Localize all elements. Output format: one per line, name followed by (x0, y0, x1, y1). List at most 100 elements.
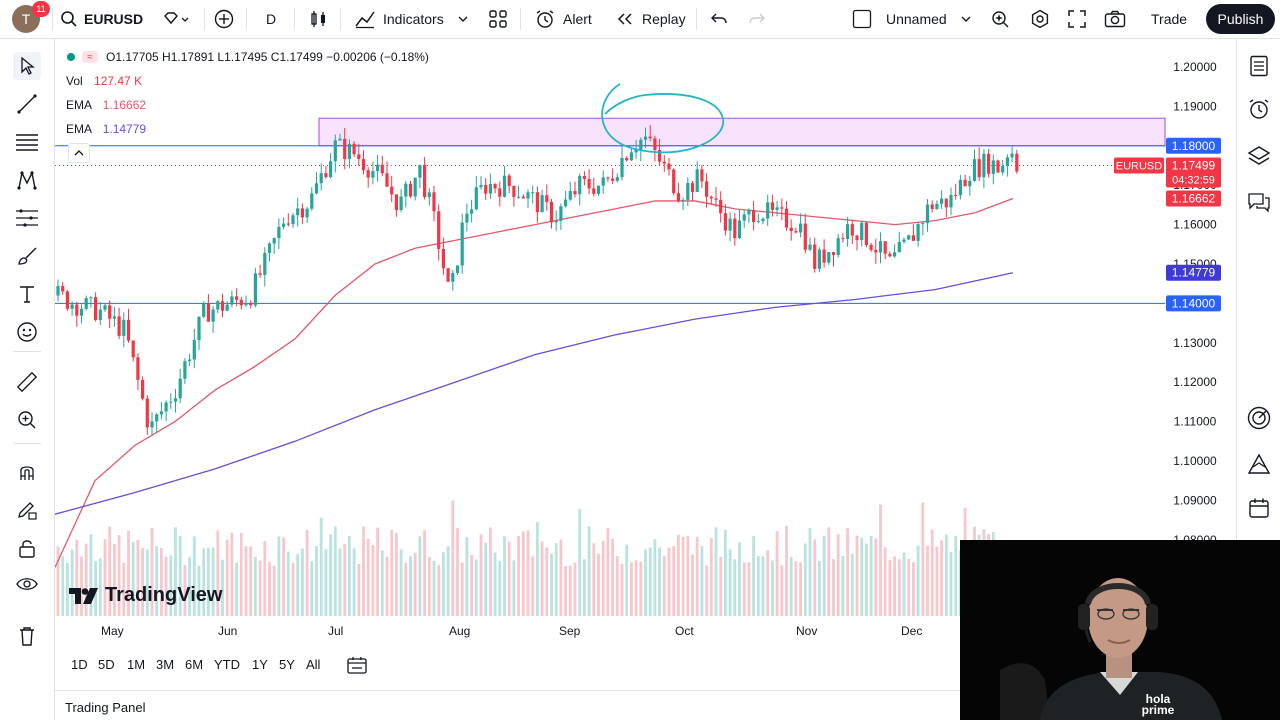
volume-bar-87 (465, 537, 469, 616)
object-tree-button[interactable] (1245, 142, 1273, 170)
remove-drawings-tool[interactable] (13, 622, 41, 650)
pine-button[interactable] (1245, 450, 1273, 478)
volume-bar-172 (865, 543, 868, 616)
replay-button[interactable]: Replay (616, 0, 686, 38)
cursor-tool[interactable] (13, 52, 41, 80)
volume-bar-14 (122, 562, 126, 616)
candle-61 (343, 127, 347, 170)
range-1d[interactable]: 1D (71, 657, 88, 672)
volume-bar-81 (437, 564, 441, 616)
fullscreen-button[interactable] (1068, 0, 1086, 38)
undo-button[interactable] (710, 0, 728, 38)
collapse-legend-button[interactable] (68, 143, 90, 163)
candle-185 (925, 199, 930, 232)
trend-line-tool[interactable] (13, 90, 41, 118)
alerts-button[interactable] (1245, 95, 1273, 123)
goto-date-button[interactable] (347, 656, 367, 679)
volume-bar-108 (564, 565, 567, 616)
ema-slow-legend[interactable]: EMA 1.14779 (66, 122, 146, 136)
snapshot-button[interactable] (1104, 0, 1126, 38)
volume-bar-24 (169, 555, 173, 616)
trade-button[interactable]: Trade (1151, 0, 1187, 38)
indicators-button[interactable]: Indicators (354, 0, 468, 38)
brush-tool[interactable] (13, 242, 41, 270)
chart-type-button[interactable] (310, 0, 328, 38)
volume-legend[interactable]: Vol 127.47 K (66, 74, 142, 88)
ema-fast-line[interactable] (55, 197, 1014, 568)
volume-bar-118 (611, 538, 614, 616)
candle-131 (672, 168, 676, 196)
candle-84 (451, 270, 455, 291)
volume-bar-111 (578, 509, 582, 616)
range-all[interactable]: All (306, 657, 321, 672)
quick-search-button[interactable] (990, 0, 1012, 38)
volume-bar-10 (103, 539, 107, 616)
lock-drawings-tool[interactable] (13, 534, 41, 562)
time-label-nov: Nov (796, 624, 818, 638)
templates-button[interactable] (488, 0, 508, 38)
volume-bar-13 (117, 535, 121, 616)
stay-in-drawing-tool[interactable] (13, 496, 41, 524)
layout-button[interactable]: Unnamed (852, 0, 971, 38)
redo-button[interactable] (748, 0, 766, 38)
candle-32 (206, 294, 210, 322)
candle-15 (126, 308, 131, 343)
range-5y[interactable]: 5Y (279, 657, 295, 672)
chats-button[interactable] (1245, 188, 1273, 216)
candle-78 (423, 157, 427, 200)
compare-button[interactable] (162, 0, 190, 38)
range-ytd[interactable]: YTD (214, 657, 240, 672)
measure-tool[interactable] (13, 368, 41, 396)
candle-11 (108, 300, 112, 329)
candle-186 (930, 200, 934, 213)
publish-button[interactable]: Publish (1206, 4, 1275, 34)
candle-155 (784, 200, 789, 231)
candle-25 (173, 389, 178, 413)
watchlist-button[interactable] (1245, 52, 1273, 80)
text-tool[interactable] (13, 280, 41, 308)
interval-button[interactable]: D (266, 0, 276, 38)
candle-101 (531, 185, 535, 204)
range-1m[interactable]: 1M (127, 657, 146, 672)
candle-53 (305, 206, 309, 224)
forecast-tool[interactable] (13, 204, 41, 232)
calendar-button[interactable] (1245, 494, 1273, 522)
candle-50 (291, 212, 295, 228)
volume-bar-152 (771, 560, 774, 616)
price-tick-0: 1.20000 (1173, 60, 1217, 74)
alert-button[interactable]: Alert (534, 0, 592, 38)
emoji-tool[interactable] (13, 318, 41, 346)
pattern-tool[interactable] (13, 166, 41, 194)
annotation-ellipse[interactable] (601, 83, 724, 154)
candle-29 (192, 328, 196, 369)
volume-bar-32 (207, 547, 210, 616)
webcam-overlay: hola prime (960, 540, 1280, 720)
ideas-button[interactable] (1245, 404, 1273, 432)
diamond-heart-icon (164, 12, 189, 25)
settings-button[interactable] (1030, 0, 1050, 38)
range-6m[interactable]: 6M (185, 657, 204, 672)
price-label-resistance: 1.18000 (1166, 137, 1221, 154)
volume-bar-100 (526, 530, 530, 616)
zone-rect[interactable] (318, 117, 1166, 147)
candle-152 (770, 194, 774, 217)
range-3m[interactable]: 3M (156, 657, 175, 672)
range-5d[interactable]: 5D (98, 657, 115, 672)
range-1y[interactable]: 1Y (252, 657, 268, 672)
candle-200 (996, 159, 1000, 174)
candle-9 (98, 302, 102, 326)
hide-drawings-tool[interactable] (13, 570, 41, 598)
ema-fast-legend[interactable]: EMA 1.16662 (66, 98, 146, 112)
price-tick-1: 1.19000 (1173, 99, 1217, 113)
zoom-tool[interactable] (13, 406, 41, 434)
volume-bar-12 (113, 544, 116, 616)
symbol-search-button[interactable]: EURUSD (60, 0, 143, 38)
ema-slow-line[interactable] (55, 272, 1014, 515)
volume-bar-189 (944, 534, 948, 616)
toolbar-divider (13, 443, 41, 444)
add-symbol-button[interactable] (214, 0, 234, 38)
horizontal-lines-tool[interactable] (13, 128, 41, 156)
magnet-tool[interactable] (13, 458, 41, 486)
calendar-range-icon (347, 657, 367, 674)
undo-icon (711, 13, 727, 24)
